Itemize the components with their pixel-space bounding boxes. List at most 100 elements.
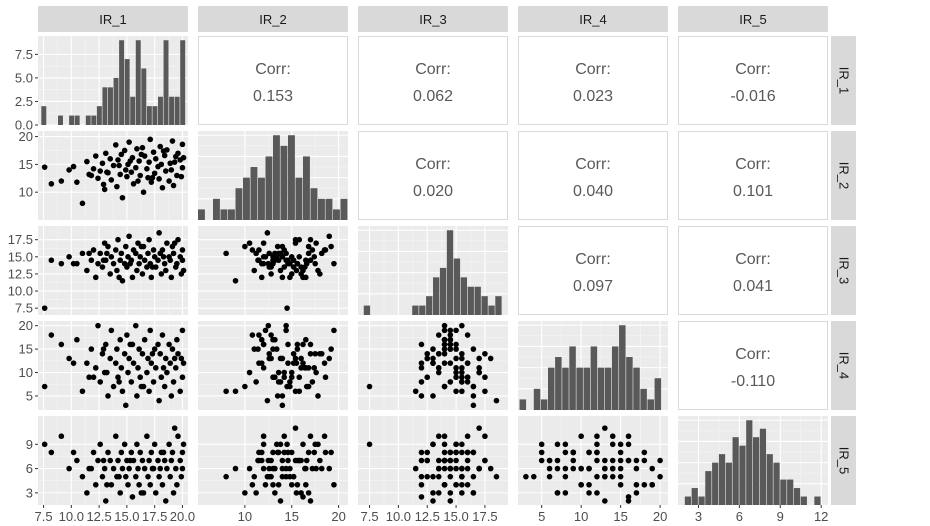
scatter-point <box>268 355 274 362</box>
scatter-point <box>298 490 304 496</box>
scatter-point <box>470 402 477 409</box>
hist-bar <box>718 454 726 505</box>
x-tick-label: 15 <box>285 509 299 524</box>
scatter-point <box>649 481 656 488</box>
x-tick-label: 3 <box>695 509 702 524</box>
scatter-point <box>223 388 229 395</box>
scatter-point <box>132 322 139 329</box>
hist-bar <box>69 115 75 125</box>
scatter-point <box>104 169 110 175</box>
scatter-point <box>242 243 248 250</box>
hist-bar <box>626 357 633 410</box>
scatter-point <box>172 365 179 371</box>
scatter-point <box>262 481 269 488</box>
scatter-point <box>586 490 592 496</box>
scatter-point <box>317 271 323 277</box>
scatter-point <box>609 441 616 448</box>
scatter-point <box>578 465 584 472</box>
strip-row-label: IR_4 <box>837 352 852 379</box>
scatter-point <box>279 402 286 409</box>
scatter-point <box>92 153 99 159</box>
scatter-point <box>447 379 454 385</box>
scatter-point <box>459 379 465 385</box>
strip-row-ir-2 <box>831 131 856 220</box>
x-tick-label: 17.5 <box>472 509 497 524</box>
hist-bar <box>102 87 108 125</box>
corr-label: Corr: <box>255 61 291 78</box>
x-tick-label: 12.5 <box>415 509 440 524</box>
scatter-point <box>150 149 157 155</box>
scatter-point <box>303 336 309 343</box>
hist-bar <box>243 177 250 220</box>
scatter-point <box>586 449 592 456</box>
scatter-point <box>134 393 140 399</box>
scatter-point <box>298 355 304 362</box>
scatter-point <box>255 346 261 352</box>
scatter-point <box>97 250 104 257</box>
scatter-point <box>441 346 448 352</box>
scatter-point <box>95 322 101 329</box>
corr-label: Corr: <box>575 156 611 173</box>
scatter-point <box>130 360 137 366</box>
scatter-point <box>48 332 55 338</box>
x-tick-label: 12 <box>814 509 828 524</box>
hist-bar <box>135 40 141 125</box>
scatter-point <box>303 481 309 488</box>
hist-bar <box>273 135 280 220</box>
scatter-point <box>435 369 442 376</box>
hist-bar <box>647 399 654 410</box>
hist-bar <box>130 96 136 125</box>
scatter-point <box>134 441 140 448</box>
scatter-point <box>424 457 431 464</box>
x-tick-label: 7.5 <box>360 509 378 524</box>
scatter-point <box>459 355 465 362</box>
scatter-point <box>41 441 48 448</box>
scatter-point <box>99 160 106 167</box>
scatter-point <box>249 481 256 488</box>
scatter-point <box>318 350 325 357</box>
scatter-point <box>418 449 425 456</box>
scatter-point <box>232 277 239 284</box>
scatter-point <box>79 250 86 257</box>
scatter-point <box>435 457 442 464</box>
scatter-point <box>305 449 312 456</box>
scatter-point <box>562 449 569 456</box>
scatter-point <box>134 146 140 152</box>
scatter-point <box>158 271 165 277</box>
scatter-point <box>430 441 436 448</box>
hist-bar <box>228 209 235 220</box>
scatter-point <box>441 327 448 334</box>
y-tick-label: 17.5 <box>8 232 33 247</box>
corr-value: 0.041 <box>733 278 773 295</box>
scatter-point <box>435 350 442 357</box>
scatter-point <box>170 379 177 385</box>
scatter-point <box>70 449 77 456</box>
scatter-point <box>470 473 477 480</box>
scatter-point <box>594 473 600 480</box>
scatter-point <box>430 355 436 362</box>
scatter-point <box>144 433 150 440</box>
strip-col-label: IR_1 <box>99 12 126 27</box>
hist-bar <box>85 115 91 125</box>
strip-col-ir-1 <box>38 6 188 32</box>
scatter-point <box>430 473 436 480</box>
scatter-point <box>307 341 314 348</box>
scatter-point <box>136 481 142 488</box>
corr-value: 0.153 <box>253 88 293 105</box>
scatter-point <box>148 449 155 456</box>
scatter-point <box>307 236 314 243</box>
scatter-point <box>249 247 256 253</box>
panel-ir-5-ir-1 <box>38 416 188 505</box>
scatter-point <box>447 341 454 348</box>
scatter-point <box>453 374 459 381</box>
scatter-point <box>128 379 135 385</box>
scatter-point <box>164 240 170 246</box>
scatter-point <box>260 341 267 348</box>
y-tick-label: 15 <box>19 342 33 357</box>
scatter-point <box>137 449 144 456</box>
scatter-point <box>223 473 229 480</box>
scatter-point <box>296 254 303 260</box>
scatter-point <box>326 355 333 362</box>
scatter-point <box>441 433 448 440</box>
scatter-point <box>246 240 253 246</box>
